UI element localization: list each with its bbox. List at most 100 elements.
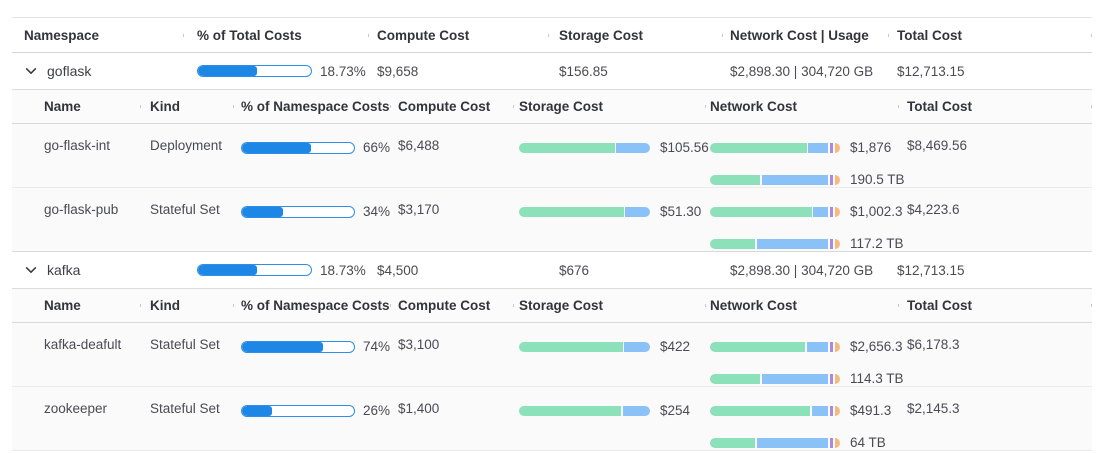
workload-row-zookeeper: zookeeper Stateful Set 26% $1,400 $254 $… [12, 387, 1092, 451]
compute-cost-value: $4,500 [377, 262, 419, 278]
percent-value: 26% [363, 403, 391, 418]
percent-value: 18.73% [320, 262, 366, 278]
network-cost-value: $491.3 [850, 403, 892, 418]
storage-bar [519, 341, 650, 352]
namespace-name: kafka [47, 262, 81, 278]
percent-namespace-cell: 34% [233, 188, 390, 220]
network-usage-bar [710, 437, 840, 448]
cost-table: Namespace % of Total Costs Compute Cost … [12, 17, 1092, 451]
network-usage-bar [710, 373, 840, 384]
percent-total-cell: 18.73% [183, 263, 368, 278]
percent-namespace-cell: 74% [233, 323, 390, 355]
network-usage-value: 117.2 TB [850, 236, 904, 251]
namespace-row-kafka[interactable]: kafka 18.73% $4,500 $676 $2,898.30 | 304… [12, 252, 1092, 289]
percent-namespace-cell: 66% [233, 124, 390, 156]
network-cost-bar [710, 142, 840, 153]
compute-cost-value: $9,658 [377, 63, 419, 79]
namespace-name: goflask [47, 63, 92, 79]
network-usage-bar [710, 174, 840, 185]
col-header-compute: Compute Cost [368, 28, 548, 43]
network-cost-cell: $491.3 64 TB [705, 387, 898, 451]
storage-cost-value: $422 [660, 339, 691, 354]
storage-cost-value: $676 [559, 262, 590, 278]
subcol-header-storage: Storage Cost [513, 298, 705, 313]
storage-cost-value: $156.85 [559, 63, 608, 79]
network-cost-cell: $1,002.3 117.2 TB [705, 188, 904, 252]
subcol-header-storage: Storage Cost [513, 99, 705, 114]
col-header-percent-total: % of Total Costs [183, 28, 368, 43]
workload-kind: Stateful Set [150, 401, 220, 416]
namespace-name-cell: kafka [12, 262, 183, 278]
subcol-header-name: Name [44, 99, 81, 114]
percent-value: 18.73% [320, 63, 366, 79]
workload-row-kafka-deafult: kafka-deafult Stateful Set 74% $3,100 $4… [12, 323, 1092, 387]
main-header-row: Namespace % of Total Costs Compute Cost … [12, 18, 1092, 53]
workload-name: go-flask-pub [44, 202, 119, 217]
namespace-row-goflask[interactable]: goflask 18.73% $9,658 $156.85 $2,898.30 … [12, 53, 1092, 90]
percent-bar [241, 404, 355, 417]
percent-total-cell: 18.73% [183, 64, 368, 79]
storage-cost-value: $254 [660, 403, 691, 418]
workload-row-go-flask-pub: go-flask-pub Stateful Set 34% $3,170 $51… [12, 188, 1092, 252]
network-cost-cell: $2,656.3 114.3 TB [705, 323, 904, 387]
workload-header-row: Name Kind % of Namespace Costs Compute C… [12, 289, 1092, 323]
total-cost-value: $12,713.15 [897, 63, 965, 79]
percent-bar [197, 264, 312, 276]
col-header-namespace: Namespace [24, 27, 100, 43]
network-cost-bar [710, 405, 840, 416]
percent-value: 34% [363, 204, 391, 219]
network-usage-value: 114.3 TB [850, 371, 904, 386]
subcol-header-network: Network Cost [705, 298, 898, 313]
storage-cost-value: $51.30 [660, 204, 702, 219]
workload-kind: Stateful Set [150, 337, 220, 352]
percent-value: 74% [363, 339, 391, 354]
storage-cost-cell: $422 [513, 323, 705, 355]
workload-kind: Deployment [150, 138, 223, 153]
network-usage-value: 190.5 TB [850, 172, 905, 187]
network-cost-bar [710, 206, 840, 217]
network-usage-bar [710, 238, 840, 249]
chevron-down-icon[interactable] [24, 64, 38, 78]
percent-namespace-cell: 26% [233, 387, 390, 419]
network-cost-usage-value: $2,898.30 | 304,720 GB [730, 63, 874, 79]
subcol-header-percent: % of Namespace Costs [233, 99, 390, 114]
percent-bar [241, 205, 355, 218]
compute-cost-value: $3,170 [398, 202, 440, 217]
percent-value: 66% [363, 140, 391, 155]
subcol-header-network: Network Cost [705, 99, 898, 114]
workload-row-go-flask-int: go-flask-int Deployment 66% $6,488 $105.… [12, 124, 1092, 188]
network-cost-bar [710, 341, 840, 352]
network-cost-usage-value: $2,898.30 | 304,720 GB [730, 262, 874, 278]
network-cost-value: $2,656.3 [850, 339, 903, 354]
storage-bar [519, 142, 650, 153]
workload-header-row: Name Kind % of Namespace Costs Compute C… [12, 90, 1092, 124]
network-cost-cell: $1,876 190.5 TB [705, 124, 905, 188]
subcol-header-total: Total Cost [898, 99, 1092, 114]
subcol-header-compute: Compute Cost [390, 99, 513, 114]
workload-name: kafka-deafult [44, 337, 122, 352]
compute-cost-value: $3,100 [398, 337, 440, 352]
subcol-header-compute: Compute Cost [390, 298, 513, 313]
percent-bar [241, 340, 355, 353]
percent-bar [241, 141, 355, 154]
total-cost-value: $4,223.6 [907, 202, 960, 217]
storage-cost-cell: $105.56 [513, 124, 709, 156]
subcol-header-kind: Kind [140, 99, 233, 114]
chevron-down-icon[interactable] [24, 263, 38, 277]
subcol-header-kind: Kind [140, 298, 233, 313]
network-cost-value: $1,876 [850, 140, 892, 155]
network-usage-value: 64 TB [850, 435, 886, 450]
storage-cost-cell: $254 [513, 387, 705, 419]
storage-cost-value: $105.56 [660, 140, 709, 155]
col-header-network: Network Cost | Usage [722, 28, 888, 43]
network-cost-value: $1,002.3 [850, 204, 903, 219]
col-header-total: Total Cost [888, 28, 1092, 43]
storage-cost-cell: $51.30 [513, 188, 705, 220]
compute-cost-value: $6,488 [398, 138, 440, 153]
namespace-name-cell: goflask [12, 63, 183, 79]
storage-bar [519, 206, 650, 217]
col-header-storage: Storage Cost [548, 28, 722, 43]
workload-name: go-flask-int [44, 138, 111, 153]
percent-bar [197, 65, 312, 77]
total-cost-value: $2,145.3 [907, 401, 960, 416]
